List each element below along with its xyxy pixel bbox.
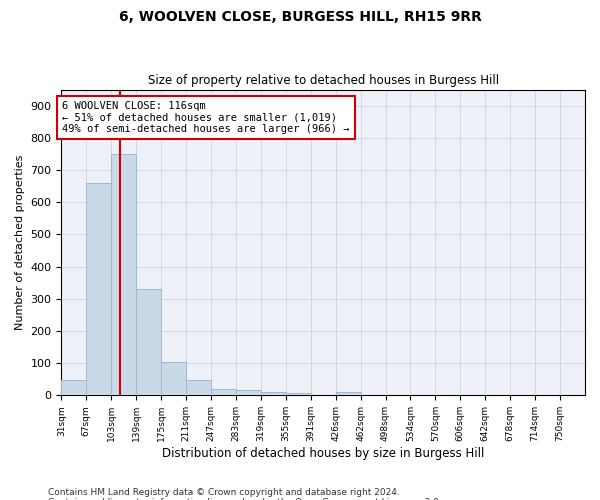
Bar	[61, 380, 86, 396]
Bar	[86, 183, 111, 396]
Text: Contains public sector information licensed under the Open Government Licence v3: Contains public sector information licen…	[48, 498, 442, 500]
Text: 6 WOOLVEN CLOSE: 116sqm
← 51% of detached houses are smaller (1,019)
49% of semi: 6 WOOLVEN CLOSE: 116sqm ← 51% of detache…	[62, 101, 350, 134]
X-axis label: Distribution of detached houses by size in Burgess Hill: Distribution of detached houses by size …	[162, 447, 484, 460]
Bar	[236, 390, 261, 396]
Text: 6, WOOLVEN CLOSE, BURGESS HILL, RH15 9RR: 6, WOOLVEN CLOSE, BURGESS HILL, RH15 9RR	[119, 10, 481, 24]
Bar	[161, 362, 186, 396]
Bar	[111, 154, 136, 396]
Bar	[335, 392, 361, 396]
Text: Contains HM Land Registry data © Crown copyright and database right 2024.: Contains HM Land Registry data © Crown c…	[48, 488, 400, 497]
Bar	[286, 393, 311, 396]
Title: Size of property relative to detached houses in Burgess Hill: Size of property relative to detached ho…	[148, 74, 499, 87]
Bar	[136, 289, 161, 396]
Bar	[186, 380, 211, 396]
Bar	[261, 392, 286, 396]
Bar	[211, 388, 236, 396]
Y-axis label: Number of detached properties: Number of detached properties	[15, 155, 25, 330]
